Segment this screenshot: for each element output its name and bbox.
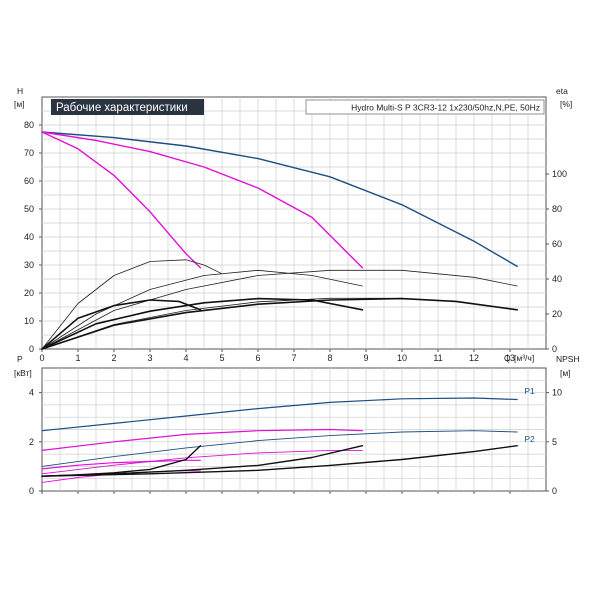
y-tick-label: 40 xyxy=(24,232,34,242)
y2-tick-label: 20 xyxy=(552,309,562,319)
y2-tick-label: 5 xyxy=(552,437,557,447)
x-tick-label: 10 xyxy=(397,353,407,363)
x-axis-unit: [м³/ч] xyxy=(514,353,534,363)
y-tick-label: 70 xyxy=(24,148,34,158)
series-line-performance-9 xyxy=(41,297,518,350)
series-line-power-0 xyxy=(41,397,518,432)
y-axis-label: H xyxy=(17,86,23,96)
subtitle-box xyxy=(305,99,545,115)
y-tick-label: 30 xyxy=(24,260,34,270)
y2-tick-label: 80 xyxy=(552,204,562,214)
x-axis-label: Q xyxy=(504,353,511,363)
y-tick-label: 10 xyxy=(24,316,34,326)
series-line-power-3 xyxy=(41,449,363,475)
y2-axis-unit: [%] xyxy=(560,99,572,109)
x-tick-label: 0 xyxy=(39,353,44,363)
y-tick-label: 50 xyxy=(24,204,34,214)
y2-tick-label: 0 xyxy=(552,344,557,354)
y2-tick-label: 100 xyxy=(552,169,567,179)
y2-axis-label: NPSH xyxy=(556,354,580,364)
y-axis-unit: [м] xyxy=(14,99,25,109)
chart-subtitle: Hydro Multi-S P 3CR3-12 1x230/50hz,N,PE,… xyxy=(351,103,540,113)
chart-title: Рабочие характеристики xyxy=(56,102,188,114)
y-tick-label: 20 xyxy=(24,288,34,298)
series-line-power-8 xyxy=(41,445,202,477)
y-tick-label: 2 xyxy=(29,437,34,447)
x-tick-label: 1 xyxy=(75,353,80,363)
series-line-performance-4 xyxy=(41,269,363,350)
series-line-performance-0 xyxy=(41,131,518,268)
y-axis-unit: [кВт] xyxy=(14,368,32,378)
x-tick-label: 2 xyxy=(111,353,116,363)
series-label-p2: P2 xyxy=(524,434,535,444)
title-box xyxy=(51,99,204,115)
x-tick-label: 5 xyxy=(219,353,224,363)
series-line-performance-5 xyxy=(41,269,518,350)
x-tick-label: 13 xyxy=(505,353,515,363)
series-line-power-2 xyxy=(41,428,363,451)
series-line-power-7 xyxy=(41,445,364,477)
y-tick-label: 0 xyxy=(29,344,34,354)
series-line-performance-8 xyxy=(41,297,364,350)
y-tick-label: 0 xyxy=(29,486,34,496)
y2-tick-label: 60 xyxy=(552,239,562,249)
y-tick-label: 60 xyxy=(24,176,34,186)
x-tick-label: 3 xyxy=(147,353,152,363)
series-line-performance-7 xyxy=(41,299,202,350)
x-tick-label: 4 xyxy=(183,353,188,363)
y-axis-label: P xyxy=(17,354,23,364)
series-line-performance-2 xyxy=(41,131,202,269)
y2-tick-label: 40 xyxy=(552,274,562,284)
x-tick-label: 12 xyxy=(469,353,479,363)
x-tick-label: 6 xyxy=(255,353,260,363)
y2-tick-label: 0 xyxy=(552,486,557,496)
y-tick-label: 80 xyxy=(24,120,34,130)
series-line-performance-3 xyxy=(41,259,223,350)
x-tick-label: 7 xyxy=(291,353,296,363)
series-line-power-1 xyxy=(41,430,518,467)
y2-tick-label: 10 xyxy=(552,388,562,398)
y2-axis-label: eta xyxy=(556,86,568,96)
series-line-performance-1 xyxy=(41,131,364,269)
x-tick-label: 8 xyxy=(327,353,332,363)
series-line-power-6 xyxy=(41,445,518,477)
y-tick-label: 4 xyxy=(29,388,34,398)
y2-axis-unit: [м] xyxy=(560,368,571,378)
x-tick-label: 9 xyxy=(363,353,368,363)
x-tick-label: 11 xyxy=(433,353,442,363)
series-label-p1: P1 xyxy=(524,386,535,396)
series-line-power-4 xyxy=(41,459,201,470)
